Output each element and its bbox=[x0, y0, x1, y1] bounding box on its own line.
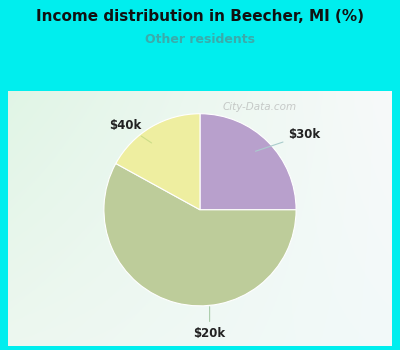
Wedge shape bbox=[104, 163, 296, 306]
Text: Income distribution in Beecher, MI (%): Income distribution in Beecher, MI (%) bbox=[36, 9, 364, 24]
Text: $40k: $40k bbox=[109, 119, 152, 143]
Text: Other residents: Other residents bbox=[145, 33, 255, 46]
Text: $20k: $20k bbox=[194, 307, 226, 340]
Wedge shape bbox=[116, 114, 200, 210]
Text: $30k: $30k bbox=[256, 128, 320, 151]
Text: City-Data.com: City-Data.com bbox=[222, 102, 296, 112]
Wedge shape bbox=[200, 114, 296, 210]
